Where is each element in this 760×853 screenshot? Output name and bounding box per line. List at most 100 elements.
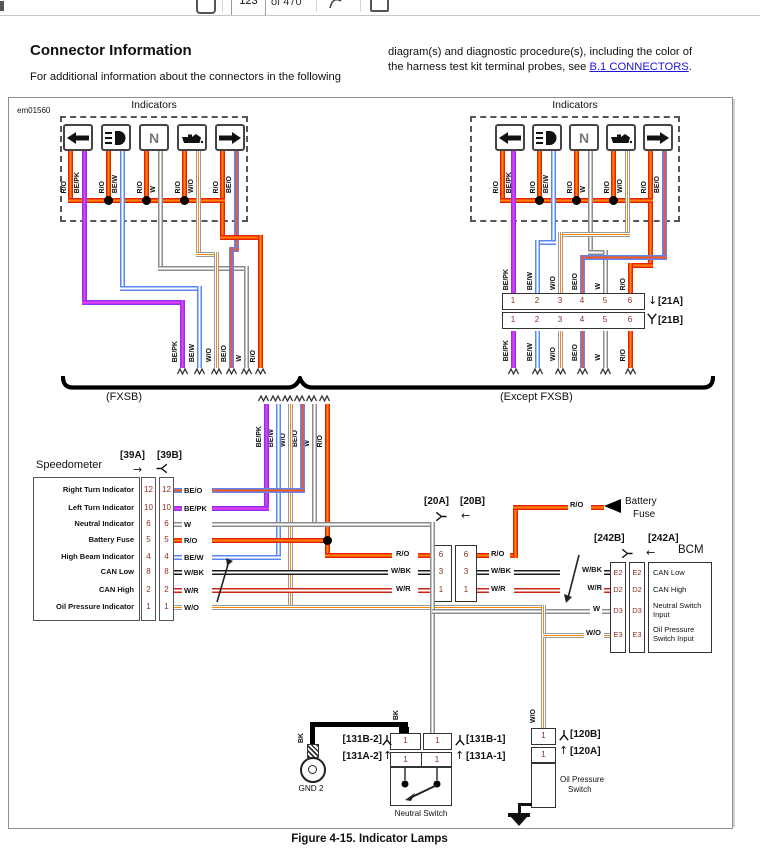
- wire: [212, 521, 435, 527]
- wire-label: W: [235, 355, 243, 362]
- wire-label: R/O: [619, 277, 627, 290]
- harness-break-icon: [554, 368, 566, 375]
- wire: [120, 286, 201, 291]
- wire-label: BE/W: [112, 174, 119, 193]
- bcm-row-name: Switch Input: [653, 634, 694, 643]
- intro-text-left: For additional information about the con…: [30, 71, 341, 83]
- pin-number: 2: [146, 585, 151, 594]
- toolbar-edge-icon[interactable]: [0, 1, 4, 11]
- wire-label: R/O: [137, 180, 144, 193]
- socket-fork-icon: [559, 730, 569, 741]
- ground-wire: [518, 803, 521, 814]
- wire-label: W: [184, 520, 192, 529]
- pin-number: 1: [510, 296, 516, 305]
- pin-number: 1: [164, 602, 169, 611]
- wire-label: R/O: [567, 180, 574, 193]
- harness-break-icon: [225, 368, 237, 375]
- left-turn-icon: [63, 124, 93, 151]
- wire: [604, 632, 610, 638]
- connector-20b: [455, 545, 477, 602]
- harness-break-icon: [282, 395, 293, 402]
- wire-label: BE/O: [571, 343, 579, 361]
- wire: [158, 266, 248, 271]
- battery-fuse-label-2: Fuse: [633, 509, 656, 520]
- wire-label: R/O: [530, 180, 537, 193]
- wire: [213, 252, 219, 368]
- wire-label: R/O: [316, 434, 324, 447]
- connectors-link[interactable]: B.1 CONNECTORS: [589, 61, 689, 73]
- wire-label: W/R: [396, 584, 411, 593]
- pin-number: 6: [164, 519, 169, 528]
- pin-number: D3: [632, 606, 642, 615]
- wire: [537, 151, 542, 203]
- neutral-switch-label: Neutral Switch: [394, 809, 448, 818]
- wire-label: BE/PK: [502, 339, 510, 361]
- wire-label: W/R: [491, 584, 506, 593]
- wire: [174, 587, 182, 593]
- wire-label: W/O: [549, 347, 557, 361]
- wire: [602, 250, 608, 293]
- ground-wire: [518, 803, 532, 806]
- ground-symbol-bar: [508, 813, 530, 817]
- wire: [174, 569, 182, 575]
- high-beam-icon: [532, 124, 562, 151]
- wire: [275, 404, 281, 560]
- pin-number: 1: [541, 750, 546, 759]
- wire: [179, 300, 185, 368]
- connector-21b: [502, 312, 645, 329]
- wire-label: W/R: [587, 583, 602, 592]
- indicators-right-box: [470, 116, 680, 222]
- wire: [144, 151, 149, 203]
- pen-annotate-icon[interactable]: [328, 0, 344, 11]
- wire-label: W/O: [617, 179, 624, 193]
- switch-contacts: [401, 767, 441, 801]
- wire: [182, 151, 187, 203]
- wire-label: R/O: [641, 180, 648, 193]
- wire-label: R/O: [491, 549, 505, 558]
- wire: [212, 487, 305, 493]
- pin-number: 4: [579, 296, 585, 305]
- pin-number: 3: [557, 315, 563, 324]
- wire: [513, 504, 568, 510]
- wire: [196, 286, 202, 368]
- wire: [263, 404, 269, 511]
- pin-number: E3: [613, 630, 623, 639]
- connector-120a-label: [120A]: [570, 746, 601, 757]
- oil-pressure-icon: [177, 124, 207, 151]
- connector-120b-label: [120B]: [570, 729, 601, 740]
- pin-number: 5: [164, 535, 169, 544]
- wire-bk: [309, 721, 315, 746]
- wire: [588, 151, 593, 255]
- wire: [174, 604, 182, 610]
- connector-131a2-label: [131A-2]: [342, 751, 382, 762]
- section-title: Connector Information: [30, 42, 192, 59]
- wire-label: W/R: [184, 586, 199, 595]
- page-total-label: of 470: [271, 0, 302, 8]
- wire: [540, 604, 546, 728]
- harness-break-icon: [624, 368, 636, 375]
- wire: [611, 151, 616, 203]
- pin-number: 4: [579, 315, 585, 324]
- wire-label: W: [593, 604, 601, 613]
- pin-number: 3: [557, 296, 563, 305]
- wire: [287, 404, 293, 610]
- pin-number: 12: [162, 485, 171, 494]
- export-page-icon[interactable]: [370, 0, 389, 12]
- wire: [648, 151, 653, 268]
- plug-arrow-icon: ←: [646, 546, 656, 559]
- oil-switch-label-2: Switch: [568, 785, 592, 794]
- wire-label: W/O: [205, 348, 213, 362]
- wire: [418, 552, 430, 558]
- page-number-input[interactable]: 123: [231, 0, 266, 15]
- harness-break-icon: [294, 395, 305, 402]
- socket-fork-icon: [156, 463, 168, 474]
- wire: [627, 263, 633, 293]
- wire: [429, 521, 435, 733]
- wire: [212, 554, 281, 560]
- harness-break-icon: [176, 368, 188, 375]
- connector-39a-label: [39A]: [120, 450, 146, 461]
- pin-number: 2: [164, 585, 169, 594]
- wire-label: BE/PK: [255, 425, 263, 447]
- page-thumbnail-icon[interactable]: [196, 0, 216, 14]
- junction-dot: [322, 535, 332, 545]
